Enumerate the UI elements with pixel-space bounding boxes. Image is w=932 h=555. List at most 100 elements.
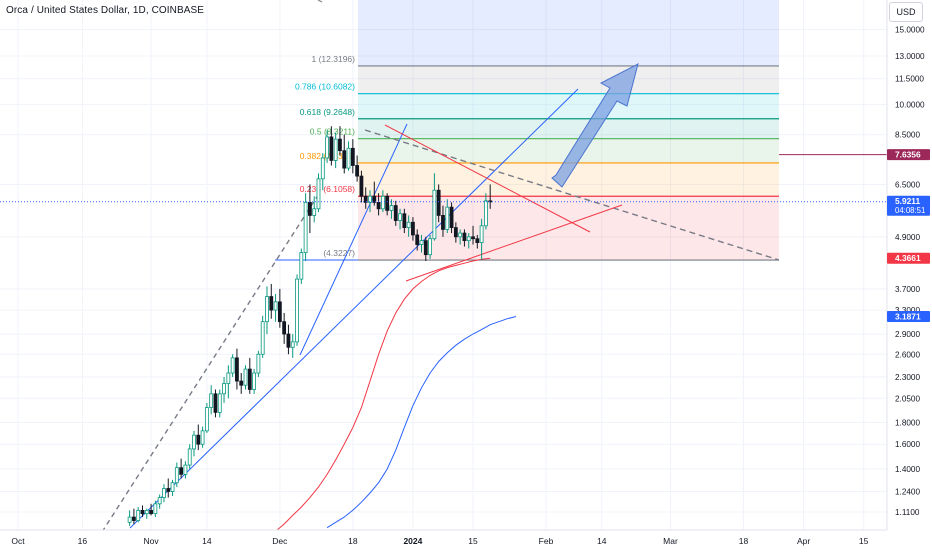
candle: [458, 232, 463, 238]
candle: [282, 321, 287, 335]
time-tick-label: Nov: [144, 536, 160, 546]
candle: [273, 301, 278, 311]
candle: [471, 236, 475, 240]
candle: [466, 236, 471, 242]
ascending-trendline: [129, 88, 579, 529]
price-tick-label: 2.3000: [895, 373, 920, 382]
price-tick-label: 2.9000: [895, 330, 920, 339]
candle: [286, 333, 291, 348]
candle: [295, 278, 299, 343]
candle: [226, 372, 231, 384]
candle: [423, 240, 428, 256]
candle: [479, 225, 484, 243]
price-axis-bg: [887, 0, 932, 550]
candle: [174, 467, 179, 484]
candle: [359, 175, 364, 197]
candle: [441, 215, 445, 230]
candle: [192, 434, 196, 450]
candle: [368, 195, 372, 203]
fib-zone: [358, 118, 779, 139]
candle: [179, 467, 184, 475]
candle: [204, 407, 209, 432]
candle: [213, 393, 218, 413]
candle: [183, 464, 188, 475]
time-tick-label: 18: [739, 536, 749, 546]
time-tick-label: 14: [597, 536, 607, 546]
time-axis-bg: [0, 530, 932, 550]
time-tick-label: Dec: [272, 536, 288, 546]
candle: [247, 368, 252, 390]
price-label-text: 5.9211: [895, 196, 920, 206]
candle: [260, 321, 265, 355]
projection-arrow: [551, 63, 639, 188]
candle: [428, 238, 432, 256]
candle: [445, 206, 450, 230]
candle: [170, 482, 175, 492]
price-tick-label: 13.0000: [895, 52, 925, 61]
candle: [252, 372, 256, 390]
candle: [303, 202, 308, 254]
candle: [436, 189, 441, 216]
fib-level-label: 0.5 (8.3211): [310, 127, 355, 137]
price-tick-label: 1.1100: [895, 508, 920, 517]
candle: [411, 221, 415, 236]
candle: [346, 147, 351, 169]
fib-level-label: 1 (12.3196): [312, 54, 356, 64]
candle: [475, 238, 480, 243]
candle: [329, 136, 334, 161]
price-label-text: 3.1871: [895, 312, 921, 322]
fibonacci-retracement: (4.3227)0.236 (6.1058)0.382 (7.3315)0.5 …: [275, 0, 779, 261]
candle: [393, 205, 398, 221]
time-tick-label: Oct: [11, 536, 25, 546]
candle: [350, 147, 355, 166]
grid: [0, 0, 887, 530]
candle: [398, 213, 402, 221]
candle: [239, 380, 244, 386]
trend-lines: [101, 88, 780, 533]
candle: [320, 157, 325, 180]
candle: [144, 509, 149, 515]
price-tick-label: 1.6000: [895, 440, 920, 449]
candle: [372, 195, 377, 203]
currency-button[interactable]: USD: [889, 2, 923, 22]
candle: [419, 240, 424, 245]
price-label-ma: [887, 311, 930, 323]
candle: [290, 341, 295, 348]
candle: [325, 136, 329, 159]
descending-red-line: [384, 124, 591, 233]
time-tick-label: Feb: [539, 536, 554, 546]
candle: [449, 206, 454, 228]
fib-zone: [358, 65, 779, 94]
price-tick-label: 2.6000: [895, 350, 920, 359]
time-tick-label: 14: [202, 536, 212, 546]
candles: [127, 126, 493, 526]
fib-zone: [358, 0, 779, 66]
price-tick-label: 10.0000: [895, 101, 925, 110]
fib-zone: [358, 93, 779, 119]
price-label-alert: [887, 149, 930, 161]
candle: [132, 516, 136, 521]
candle: [127, 516, 132, 523]
price-axis: 15.0000 13.0000 11.5000 10.0000 8.5000 6.5000…: [886, 0, 932, 550]
candle: [265, 296, 269, 323]
time-axis: Oct 16 Nov 14 Dec 18 2024 15 Feb 14 Mar 18 Apr 15: [0, 529, 932, 550]
candle: [140, 509, 145, 515]
fib-tick: [317, 0, 323, 3]
price-tick-label: 8.5000: [895, 131, 920, 140]
fib-level-label: 0.786 (10.6082): [295, 82, 355, 92]
time-tick-label: 2024: [403, 536, 422, 546]
fib-level-label: 0.236 (6.1058): [300, 184, 355, 194]
candle: [269, 296, 274, 311]
candle: [415, 234, 420, 245]
candle: [462, 232, 467, 242]
candle: [488, 200, 493, 203]
candle: [162, 488, 166, 498]
candle: [230, 357, 235, 374]
candle: [385, 195, 390, 211]
time-tick-label: 16: [78, 536, 88, 546]
candle: [200, 430, 205, 445]
candle: [243, 368, 248, 386]
candle: [217, 393, 222, 413]
